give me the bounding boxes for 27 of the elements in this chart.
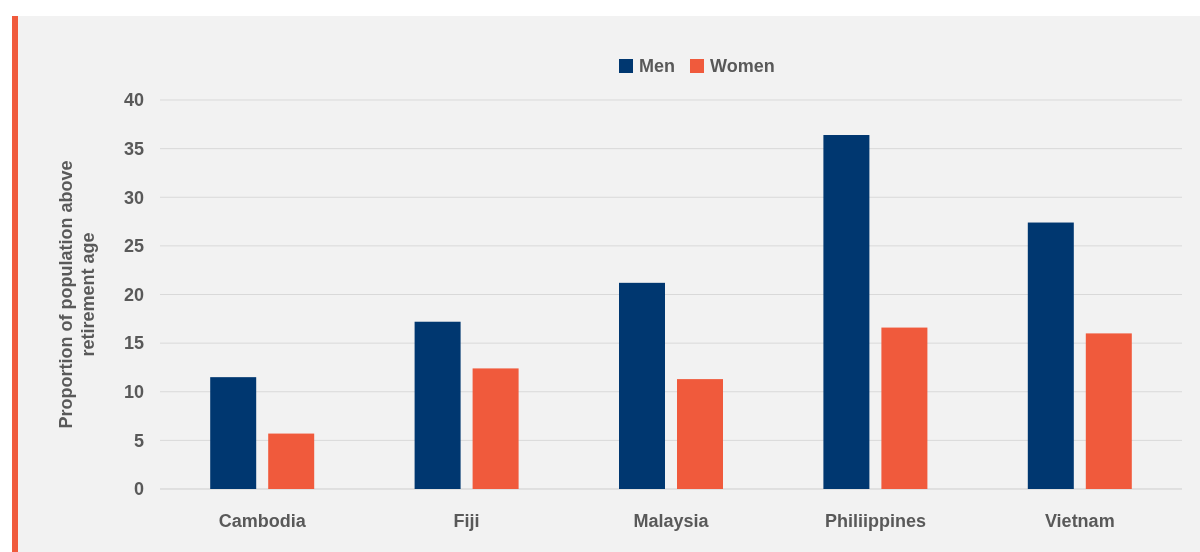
bar	[1085, 333, 1132, 489]
x-tick-label: Vietnam	[1044, 511, 1115, 531]
bar	[472, 368, 519, 489]
x-tick-label: Fiji	[453, 511, 480, 531]
y-tick-label: 35	[123, 138, 144, 159]
y-tick-label: 10	[123, 382, 144, 403]
bar	[1027, 222, 1074, 489]
bar	[210, 377, 257, 489]
legend-label: Women	[710, 56, 775, 77]
bar	[414, 321, 461, 489]
bar	[677, 379, 723, 489]
legend-label: Men	[639, 56, 675, 77]
y-tick-label: 40	[123, 90, 144, 111]
y-axis-title: Proportion of population above retirement age	[56, 160, 98, 429]
bar	[823, 135, 870, 489]
y-tick-label: 5	[133, 430, 144, 451]
x-tick-label: Philiippines	[824, 511, 926, 531]
y-tick-label: 25	[123, 236, 144, 257]
bar	[268, 433, 315, 489]
y-tick-label: 0	[133, 479, 144, 500]
x-tick-label: Cambodia	[218, 511, 307, 531]
y-tick-label: 30	[123, 187, 144, 208]
bar	[881, 327, 928, 489]
bar	[619, 282, 665, 489]
x-tick-label: Malaysia	[633, 511, 710, 531]
y-tick-label: 20	[123, 284, 144, 305]
y-tick-label: 15	[123, 333, 144, 354]
